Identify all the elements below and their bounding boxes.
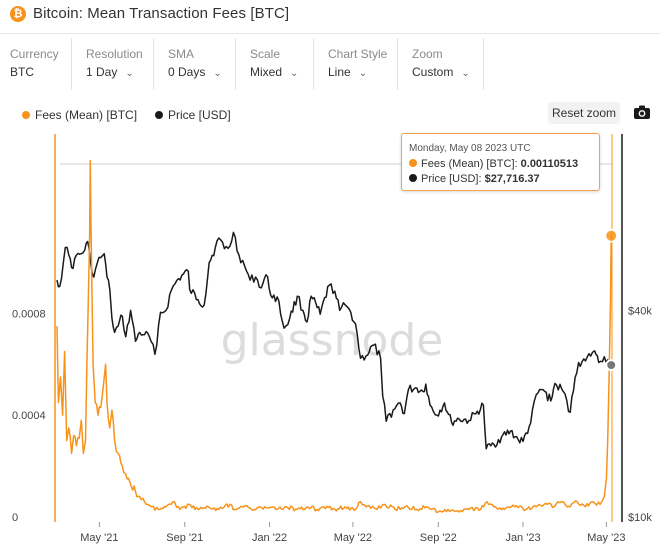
- chart-style-value: Line: [328, 65, 351, 79]
- zoom-select[interactable]: Zoom Custom ⌄: [398, 38, 484, 90]
- y-right-tick-label: $40k: [628, 305, 652, 317]
- tooltip-price-label: Price [USD]:: [421, 173, 482, 185]
- sma-value-wrap: 0 Days ⌄: [168, 65, 222, 79]
- tooltip-fees-value: 0.00110513: [520, 158, 579, 170]
- chevron-down-icon: ⌄: [125, 68, 134, 79]
- y-left-axis: 0 0.0004 0.0008: [12, 308, 46, 524]
- x-tick-label: May '23: [587, 532, 625, 544]
- sma-select[interactable]: SMA 0 Days ⌄: [154, 38, 236, 90]
- x-tick-label: Jan '23: [505, 532, 540, 544]
- price-series-line: [56, 231, 613, 450]
- legend-price-dot: [155, 111, 163, 119]
- x-tick-label: May '21: [80, 532, 118, 544]
- y-right-axis: $10k $40k: [628, 305, 652, 524]
- scale-select[interactable]: Scale Mixed ⌄: [236, 38, 314, 90]
- price-hover-marker: [605, 359, 618, 372]
- legend-item-price[interactable]: Price [USD]: [155, 108, 231, 122]
- page-title: Bitcoin: Mean Transaction Fees [BTC]: [33, 5, 290, 22]
- resolution-select[interactable]: Resolution 1 Day ⌄: [72, 38, 154, 90]
- chart-style-value-wrap: Line ⌄: [328, 65, 367, 79]
- chart-style-label: Chart Style: [328, 47, 388, 61]
- tooltip-price-row: Price [USD]: $27,716.37: [409, 173, 540, 185]
- chart-style-select[interactable]: Chart Style Line ⌄: [314, 38, 398, 90]
- chart-plot[interactable]: glassnode 0 0.0004 0.0008 $10k $40k May '21…: [0, 128, 660, 551]
- tooltip-price-value: $27,716.37: [484, 173, 540, 185]
- resolution-value-wrap: 1 Day ⌄: [86, 65, 134, 79]
- tooltip-fees-dot: [409, 159, 417, 167]
- y-left-tick-label: 0.0008: [12, 308, 46, 320]
- chevron-down-icon: ⌄: [213, 68, 222, 79]
- hover-tooltip: Monday, May 08 2023 UTC Fees (Mean) [BTC…: [401, 133, 600, 191]
- legend-fees-label: Fees (Mean) [BTC]: [35, 108, 138, 122]
- fees-hover-marker: [604, 228, 619, 243]
- glassnode-watermark: glassnode: [221, 315, 444, 366]
- tooltip-price-dot: [409, 174, 417, 182]
- zoom-label: Zoom: [412, 47, 443, 61]
- tooltip-date: Monday, May 08 2023 UTC: [409, 143, 531, 154]
- scale-label: Scale: [250, 47, 281, 61]
- y-right-tick-label: $10k: [628, 512, 652, 524]
- fees-series-line: [56, 159, 614, 514]
- chart-header: ₿ Bitcoin: Mean Transaction Fees [BTC]: [0, 0, 660, 34]
- legend-item-fees[interactable]: Fees (Mean) [BTC]: [22, 108, 137, 122]
- y-left-tick-label: 0.0004: [12, 410, 46, 422]
- scale-value: Mixed: [250, 65, 283, 79]
- legend-fees-dot: [22, 111, 30, 119]
- x-tick-label: May '22: [334, 532, 372, 544]
- reset-zoom-button[interactable]: Reset zoom: [548, 102, 620, 124]
- sma-value: 0 Days: [168, 65, 206, 79]
- x-axis: May '21 Sep '21 Jan '22 May '22 Sep '22 Jan '…: [80, 522, 625, 544]
- chevron-down-icon: ⌄: [358, 68, 368, 79]
- currency-select[interactable]: Currency BTC: [0, 38, 72, 90]
- camera-icon[interactable]: [633, 104, 651, 120]
- chevron-down-icon: ⌄: [461, 68, 470, 79]
- zoom-value: Custom: [412, 65, 454, 79]
- chart-controls: Currency BTC Resolution 1 Day ⌄ SMA 0 Day…: [0, 38, 660, 90]
- y-left-tick-label: 0: [12, 512, 18, 524]
- bitcoin-logo-icon: ₿: [10, 6, 26, 22]
- x-tick-label: Jan '22: [252, 532, 287, 544]
- legend-price-label: Price [USD]: [168, 108, 231, 122]
- scale-value-wrap: Mixed ⌄: [250, 65, 298, 79]
- tooltip-fees-row: Fees (Mean) [BTC]: 0.00110513: [409, 158, 578, 170]
- x-tick-label: Sep '22: [420, 532, 457, 544]
- tooltip-fees-label: Fees (Mean) [BTC]:: [421, 158, 518, 170]
- chevron-down-icon: ⌄: [290, 68, 299, 79]
- zoom-value-wrap: Custom ⌄: [412, 65, 470, 79]
- x-tick-label: Sep '21: [166, 532, 203, 544]
- currency-value: BTC: [10, 65, 34, 79]
- currency-label: Currency: [10, 47, 59, 61]
- chart-legend: Fees (Mean) [BTC] Price [USD] Reset zoom: [0, 100, 660, 130]
- resolution-label: Resolution: [86, 47, 143, 61]
- sma-label: SMA: [168, 47, 195, 61]
- resolution-value: 1 Day: [86, 65, 118, 79]
